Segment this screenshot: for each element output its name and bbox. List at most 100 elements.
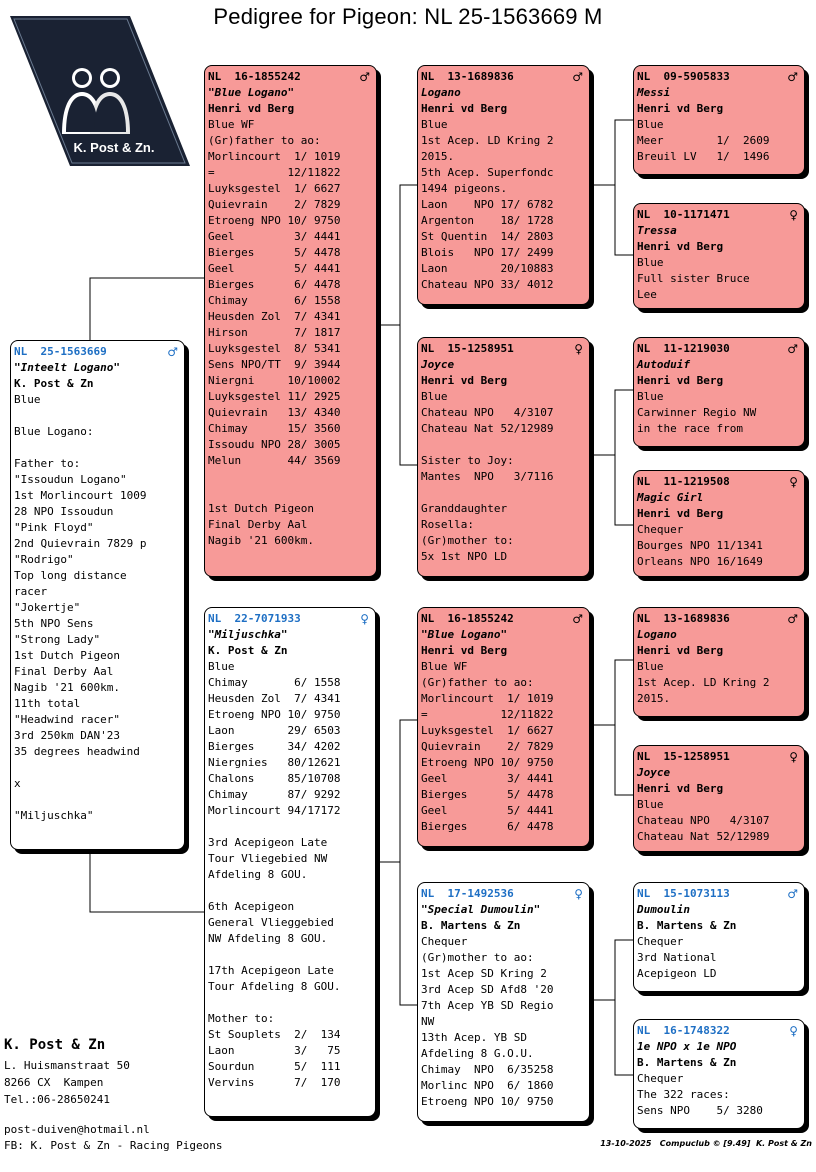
pedigree-line: Luyksgestel 1/ 6627 <box>421 724 554 737</box>
pedigree-line <box>208 469 376 485</box>
pedigree-line: Father to: <box>14 457 81 470</box>
ring-number: NL 13-1689836 ♂ <box>637 611 804 627</box>
breeder-name: K. Post & Zn <box>208 644 288 657</box>
ring-number-text: NL 15-1258951 <box>421 342 514 355</box>
pedigree-line: Blue WF <box>208 118 255 131</box>
pedigree-line <box>14 760 184 776</box>
female-symbol-icon: ♀ <box>574 342 583 356</box>
pigeon-name: Messi <box>637 86 671 99</box>
pigeon-name: Joyce <box>421 358 455 371</box>
pigeon-card-ff[interactable]: NL 13-1689836 ♂ Logano Henri vd Berg Blue 1st… <box>417 65 590 305</box>
pigeon-card-mfm[interactable]: NL 15-1258951 ♀ Joyce Henri vd Berg Blue Chat… <box>633 745 805 852</box>
breeder-name: Henri vd Berg <box>421 374 508 387</box>
pedigree-line: 2015. <box>421 150 455 163</box>
pedigree-line: Chimay NPO 6/35258 <box>421 1063 554 1076</box>
pedigree-line: Blue <box>637 118 664 131</box>
ring-number: NL 22-7071933 ♀ <box>208 611 375 627</box>
pedigree-line: "Pink Floyd" <box>14 521 94 534</box>
pedigree-line: Rosella: <box>421 518 474 531</box>
ring-number-text: NL 25-1563669 <box>14 345 107 358</box>
pedigree-line: Hirson 7/ 1817 <box>208 326 341 339</box>
owner-address-line: 8266 CX Kampen <box>4 1076 104 1089</box>
pedigree-line: Bierges 6/ 4478 <box>421 820 554 833</box>
ring-number: NL 16-1855242 ♂ <box>421 611 589 627</box>
pedigree-line: Chequer <box>637 523 684 536</box>
breeder-name: Henri vd Berg <box>421 644 508 657</box>
pigeon-card-mf[interactable]: NL 16-1855242 ♂ "Blue Logano" Henri vd Berg… <box>417 607 590 847</box>
pedigree-line: Mother to: <box>208 1012 275 1025</box>
pedigree-line: (Gr)mother to: <box>421 534 514 547</box>
pedigree-line: in the race from <box>637 422 743 435</box>
pedigree-line: Quievrain 13/ 4340 <box>208 406 341 419</box>
pedigree-line: 1st Acep SD Kring 2 <box>421 967 547 980</box>
pedigree-line: x <box>14 777 21 790</box>
pedigree-line: 1st Acep. LD Kring 2 <box>421 134 554 147</box>
pedigree-line: Carwinner Regio NW <box>637 406 757 419</box>
pigeon-card-ffm[interactable]: NL 10-1171471 ♀ Tressa Henri vd Berg Blue Ful… <box>633 203 805 309</box>
female-symbol-icon: ♀ <box>789 1024 798 1038</box>
pigeon-name: "Special Dumoulin" <box>421 903 541 916</box>
pedigree-line: Niergnies 80/12621 <box>208 756 341 769</box>
owner-name: K. Post & Zn <box>4 1037 106 1053</box>
ring-number-text: NL 11-1219030 <box>637 342 730 355</box>
ring-number-text: NL 11-1219508 <box>637 475 730 488</box>
female-symbol-icon: ♀ <box>574 887 583 901</box>
pigeon-card-mother[interactable]: NL 22-7071933 ♀ "Miljuschka" K. Post & Zn Bl… <box>204 607 376 1117</box>
ring-number: NL 16-1748322 ♀ <box>637 1023 804 1039</box>
pedigree-line: Granddaughter <box>421 502 508 515</box>
pedigree-line: Meer 1/ 2609 <box>637 134 770 147</box>
owner-facebook[interactable]: FB: K. Post & Zn - Racing Pigeons <box>4 1139 223 1152</box>
pedigree-line: 1st Dutch Pigeon <box>208 502 314 515</box>
pedigree-line <box>208 883 375 899</box>
pedigree-line: Tour Vliegebied NW <box>208 852 328 865</box>
owner-email[interactable]: post-duiven@hotmail.nl <box>4 1123 150 1136</box>
pigeon-card-mm[interactable]: NL 17-1492536 ♀ "Special Dumoulin" B. Marte… <box>417 882 590 1122</box>
pedigree-line: Sourdun 5/ 111 <box>208 1060 341 1073</box>
pedigree-line: "Jokertje" <box>14 601 81 614</box>
ring-number-text: NL 10-1171471 <box>637 208 730 221</box>
owner-address-line: L. Huismanstraat 50 <box>4 1059 130 1072</box>
breeder-name: Henri vd Berg <box>637 240 724 253</box>
pedigree-line: Chateau NPO 4/3107 <box>637 814 770 827</box>
pedigree-line: Bierges 34/ 4202 <box>208 740 341 753</box>
pedigree-line: Sens NPO/TT 9/ 3944 <box>208 358 341 371</box>
pedigree-line: Blue <box>637 390 664 403</box>
ring-number-text: NL 15-1073113 <box>637 887 730 900</box>
pigeon-card-fff[interactable]: NL 09-5905833 ♂ Messi Henri vd Berg Blue Meer… <box>633 65 805 175</box>
pedigree-line <box>421 485 589 501</box>
pigeon-name: "Inteelt Logano" <box>14 361 120 374</box>
pigeon-card-father[interactable]: NL 16-1855242 ♂ "Blue Logano" Henri vd Berg… <box>204 65 377 577</box>
pigeon-card-fmm[interactable]: NL 11-1219508 ♀ Magic Girl Henri vd Berg Che… <box>633 470 805 577</box>
pigeon-card-subject[interactable]: NL 25-1563669 ♂ "Inteelt Logano" K. Post & … <box>10 340 185 850</box>
breeder-name: Henri vd Berg <box>421 102 508 115</box>
pedigree-line: St Quentin 14/ 2803 <box>421 230 554 243</box>
pigeon-name: Magic Girl <box>637 491 704 504</box>
pigeon-card-mmf[interactable]: NL 15-1073113 ♂ Dumoulin B. Martens & Zn Che… <box>633 882 805 992</box>
pedigree-line: Chimay 6/ 1558 <box>208 294 341 307</box>
pedigree-line: Chateau NPO 4/3107 <box>421 406 554 419</box>
pigeon-name: Autoduif <box>637 358 690 371</box>
male-symbol-icon: ♂ <box>359 70 370 84</box>
pedigree-line: Blue <box>208 660 235 673</box>
pedigree-line: Etroeng NPO 10/ 9750 <box>421 756 554 769</box>
pedigree-line: = 12/11822 <box>421 708 554 721</box>
pedigree-line: "Miljuschka" <box>14 809 94 822</box>
pedigree-line: Acepigeon LD <box>637 967 717 980</box>
pedigree-line: 13th Acep. YB SD <box>421 1031 527 1044</box>
pigeon-card-mmm[interactable]: NL 16-1748322 ♀ 1e NPO x 1e NPO B. Martens … <box>633 1019 805 1129</box>
pedigree-line: Afdeling 8 GOU. <box>208 868 308 881</box>
pigeon-name: "Blue Logano" <box>421 628 508 641</box>
pedigree-line: Quievrain 2/ 7829 <box>208 198 341 211</box>
pedigree-line: Chequer <box>637 1072 684 1085</box>
pedigree-line: Bourges NPO 11/1341 <box>637 539 763 552</box>
pedigree-line: "Headwind racer" <box>14 713 120 726</box>
pigeon-card-fmf[interactable]: NL 11-1219030 ♂ Autoduif Henri vd Berg Blue C… <box>633 337 805 447</box>
pedigree-line: 3rd Acepigeon Late <box>208 836 328 849</box>
pedigree-line: Morlincourt 94/17172 <box>208 804 341 817</box>
pigeon-card-fm[interactable]: NL 15-1258951 ♀ Joyce Henri vd Berg Blue Chat… <box>417 337 590 577</box>
pigeon-name: "Miljuschka" <box>208 628 288 641</box>
pigeon-name: Logano <box>421 86 461 99</box>
pigeon-card-mff[interactable]: NL 13-1689836 ♂ Logano Henri vd Berg Blue 1st… <box>633 607 805 717</box>
pedigree-line: 2015. <box>637 692 671 705</box>
pedigree-line: Blue <box>637 256 664 269</box>
